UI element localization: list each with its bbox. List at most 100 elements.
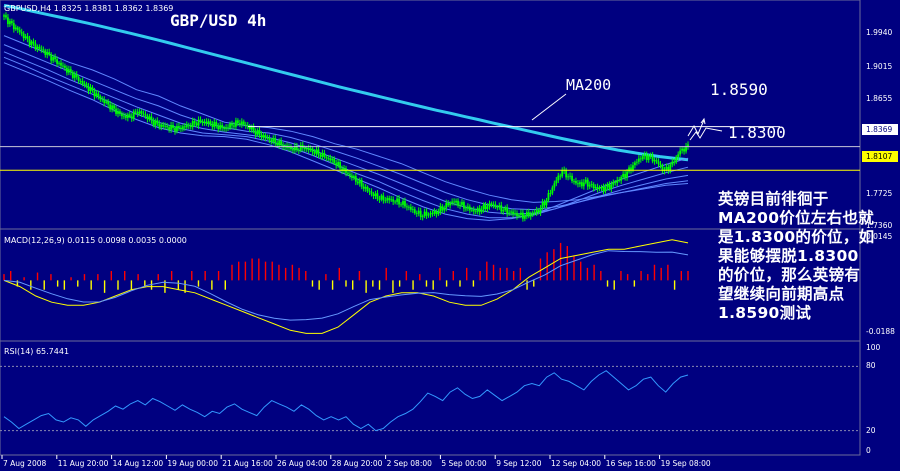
candle-body	[366, 187, 369, 192]
candle-body	[170, 125, 172, 130]
candle-body	[233, 125, 235, 127]
candle-body	[594, 187, 597, 189]
x-tick-label: 14 Aug 12:00	[113, 459, 164, 468]
candle-body	[612, 182, 615, 185]
candle-body	[152, 120, 155, 126]
candle-body	[474, 211, 477, 213]
candle-body	[28, 38, 31, 46]
candle-body	[673, 161, 676, 163]
candle-body	[254, 131, 257, 135]
candle-body	[83, 83, 86, 85]
note-line: 1.8590测试	[718, 304, 812, 322]
candle-body	[101, 99, 104, 101]
candle-body	[520, 212, 522, 216]
macd-header: MACD(12,26,9) 0.0115 0.0098 0.0035 0.000…	[4, 236, 187, 245]
candle-body	[437, 211, 440, 215]
y-tick-1-9015: 1.9015	[866, 62, 892, 71]
candle-body	[62, 65, 64, 67]
ma-ribbon-line	[3, 51, 689, 215]
candle-body	[647, 155, 650, 160]
candle-body	[201, 121, 204, 123]
candle-body	[553, 183, 556, 188]
candle-body	[492, 204, 495, 206]
candle-body	[115, 108, 117, 114]
candle-body	[500, 205, 503, 212]
candle-body	[197, 119, 200, 126]
candle-body	[655, 160, 658, 162]
candle-body	[14, 27, 17, 30]
candle-body	[7, 17, 9, 25]
candle-body	[288, 146, 290, 148]
candle-body	[427, 214, 430, 216]
candle-body	[455, 200, 457, 203]
candle-body	[643, 154, 646, 157]
candle-body	[278, 140, 281, 146]
note-line: 望继续向前期高点	[718, 285, 845, 303]
candle-body	[315, 149, 318, 154]
candle-body	[435, 211, 438, 215]
candle-body	[16, 27, 19, 30]
candle-body	[71, 71, 74, 78]
candle-body	[578, 182, 581, 185]
candle-body	[484, 204, 487, 210]
projection-line	[689, 127, 723, 141]
candle-body	[362, 186, 365, 189]
candle-body	[463, 202, 465, 209]
candle-body	[264, 135, 267, 138]
macd-main-line	[3, 250, 689, 321]
candle-body	[156, 120, 159, 124]
candle-body	[545, 199, 548, 206]
candle-body	[533, 212, 536, 214]
candle-body	[468, 206, 471, 211]
candle-body	[205, 121, 208, 124]
candle-body	[429, 213, 432, 215]
candle-body	[573, 180, 575, 182]
candle-body	[58, 62, 60, 64]
candle-body	[665, 166, 668, 170]
candle-body	[598, 188, 601, 189]
candle-body	[352, 176, 355, 178]
candle-body	[46, 52, 49, 55]
candle-body	[447, 203, 450, 206]
candle-body	[227, 127, 229, 129]
level-label-1-8590: 1.8590	[710, 80, 768, 99]
x-tick-label: 16 Sep 16:00	[606, 459, 656, 468]
candle-body	[510, 211, 513, 213]
candle-body	[270, 139, 273, 142]
candle-body	[392, 199, 395, 202]
candle-body	[105, 101, 108, 103]
candle-body	[506, 207, 509, 214]
candle-body	[299, 145, 302, 151]
candle-body	[482, 204, 485, 210]
candle-body	[79, 81, 82, 82]
candle-body	[240, 121, 243, 125]
candle-body	[258, 130, 261, 135]
candle-body	[600, 186, 603, 189]
support-tag: 1.8107	[866, 152, 892, 161]
candle-body	[675, 156, 678, 163]
candle-body	[616, 180, 619, 183]
candle-body	[138, 111, 141, 114]
note-line: 的价位，那么英镑有	[718, 266, 861, 284]
candle-body	[653, 160, 656, 162]
candle-body	[93, 90, 96, 97]
candle-body	[213, 121, 216, 127]
x-tick-label: 11 Aug 20:00	[58, 459, 109, 468]
candle-body	[54, 57, 57, 60]
candle-body	[628, 167, 630, 172]
candle-body	[567, 176, 570, 178]
candle-body	[588, 184, 591, 187]
candle-body	[681, 148, 684, 151]
rsi-tick-20: 20	[866, 426, 876, 435]
candle-body	[386, 198, 389, 201]
candle-body	[669, 164, 672, 171]
candle-body	[521, 212, 524, 219]
candle-body	[358, 180, 361, 184]
candle-body	[364, 187, 367, 189]
macd-tick-top: 0.0145	[866, 232, 892, 241]
candle-body	[527, 212, 530, 217]
rsi-panel	[0, 340, 861, 456]
candle-body	[378, 198, 381, 200]
candle-body	[531, 212, 534, 215]
candle-body	[311, 148, 314, 153]
